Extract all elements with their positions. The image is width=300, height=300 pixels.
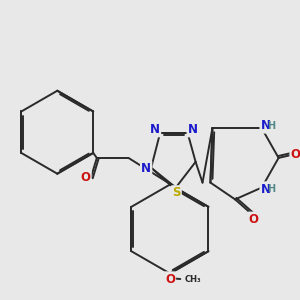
Text: N: N xyxy=(141,162,151,175)
Text: H: H xyxy=(267,184,275,194)
Text: O: O xyxy=(165,272,175,286)
Text: N: N xyxy=(150,123,160,136)
Text: N: N xyxy=(261,182,271,196)
Text: N: N xyxy=(261,119,271,132)
Text: H: H xyxy=(267,121,275,131)
Text: O: O xyxy=(81,171,91,184)
Text: CH₃: CH₃ xyxy=(185,274,201,284)
Text: O: O xyxy=(249,213,259,226)
Text: S: S xyxy=(172,186,181,200)
Text: O: O xyxy=(291,148,300,161)
Text: N: N xyxy=(188,123,198,136)
